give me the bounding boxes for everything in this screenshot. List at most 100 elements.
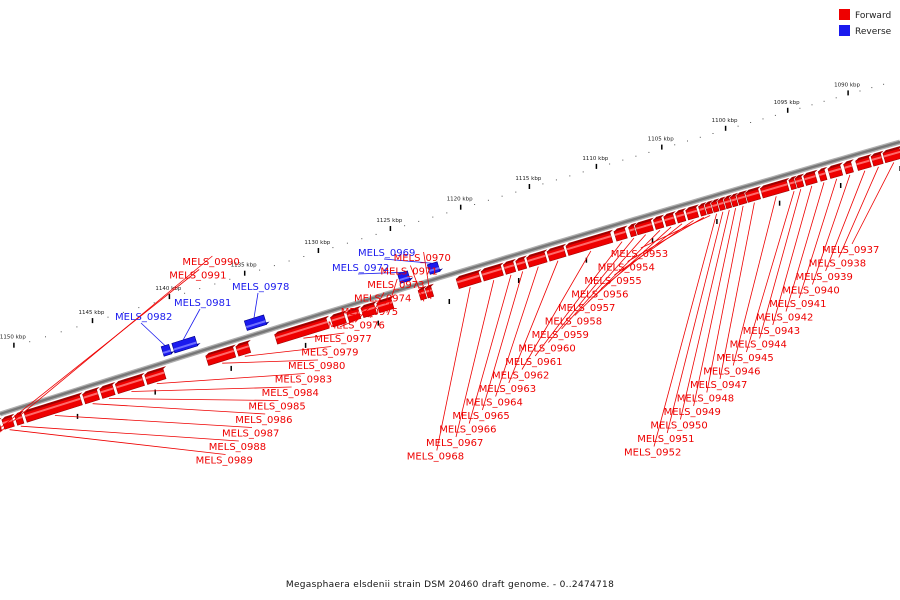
leader-line: [785, 182, 825, 312]
gene-label: MELS_0958: [545, 317, 602, 328]
scale-minor-tick: [750, 122, 752, 123]
gene-label: MELS_0988: [209, 442, 266, 453]
gene-mels-0985[interactable]: [99, 382, 116, 399]
gene-mels-0956[interactable]: [674, 208, 687, 224]
gene-mels-0961[interactable]: [613, 225, 628, 242]
gene-label: MELS_0982: [115, 312, 172, 323]
gene-mels-0949[interactable]: [729, 192, 739, 208]
leader-line: [383, 258, 433, 264]
gene-highlight: [504, 264, 515, 270]
gene-mels-0982[interactable]: [160, 343, 175, 357]
gene-mels-0942[interactable]: [817, 166, 828, 182]
gene-mels-0974[interactable]: [360, 301, 378, 318]
gene-mels-0972[interactable]: [397, 270, 414, 284]
gene-label: MELS_0975: [341, 307, 398, 318]
gene-mels-0947[interactable]: [744, 186, 762, 203]
gene-mels-0960[interactable]: [628, 222, 637, 238]
scale-minor-tick: [375, 233, 377, 235]
gene-mels-0978[interactable]: [243, 314, 270, 331]
gene-highlight: [145, 371, 165, 380]
gene-mels-0937[interactable]: [882, 145, 900, 164]
gene-top-face: [565, 229, 613, 246]
gene-highlight: [456, 274, 480, 284]
leader-line: [140, 322, 166, 346]
gene-mels-0955[interactable]: [685, 204, 700, 221]
gene-label: MELS_0980: [288, 361, 345, 372]
leader-line: [339, 319, 358, 328]
gene-mels-0967[interactable]: [480, 262, 504, 282]
gene-top-face: [675, 208, 687, 214]
scale-minor-tick: [622, 159, 624, 161]
gene-mels-0948[interactable]: [736, 190, 748, 206]
gene-mels-0954[interactable]: [698, 202, 707, 217]
gene-top-face: [653, 214, 665, 220]
gene-top-face: [745, 186, 761, 193]
gene-mels-0981[interactable]: [171, 335, 201, 354]
gene-mels-0990[interactable]: [0, 417, 2, 433]
gene-highlight: [236, 345, 250, 351]
scale-minor-tick: [184, 292, 186, 294]
gene-mels-0984[interactable]: [114, 372, 145, 395]
gene-mels-0966[interactable]: [502, 258, 517, 275]
gene-mels-0946[interactable]: [759, 177, 790, 199]
gene-mels-0944[interactable]: [794, 173, 805, 189]
leader-line: [303, 332, 345, 339]
gene-label: MELS_0990: [182, 257, 239, 268]
gene-mels-0952[interactable]: [710, 198, 720, 213]
gene-mels-0965[interactable]: [515, 255, 528, 271]
gene-mels-0987[interactable]: [23, 392, 83, 423]
leader-line: [759, 188, 802, 339]
gene-mels-0969[interactable]: [426, 261, 444, 275]
gene-mels-0989[interactable]: [1, 413, 15, 430]
gene-mels-0975[interactable]: [346, 305, 362, 323]
leader-line: [561, 234, 646, 330]
gene-label: MELS_0946: [703, 367, 760, 378]
gene-label: MELS_0957: [558, 303, 615, 314]
gene-mels-0963[interactable]: [546, 243, 567, 262]
gene-mels-0951[interactable]: [717, 196, 726, 211]
gene-mels-0941[interactable]: [827, 162, 844, 179]
gene-mels-0958[interactable]: [652, 214, 665, 230]
gene-mels-0957[interactable]: [663, 211, 676, 227]
gene-mels-0962[interactable]: [565, 229, 614, 256]
leader-line: [20, 425, 239, 442]
gene-label: MELS_0987: [222, 429, 279, 440]
gene-highlight: [83, 392, 98, 399]
gene-label: MELS_0948: [677, 394, 734, 405]
gene-mels-0979[interactable]: [235, 339, 252, 357]
gene-top-face: [24, 392, 83, 413]
gene-mels-0980[interactable]: [205, 344, 237, 366]
gene-mels-0950[interactable]: [723, 194, 733, 210]
gene-mels-0940[interactable]: [843, 159, 854, 175]
gene-highlight: [686, 209, 698, 215]
genome-caption: Megasphaera elsdenii strain DSM 20460 dr…: [286, 580, 614, 590]
gene-highlight: [614, 230, 626, 236]
gene-mels-0968[interactable]: [455, 269, 482, 289]
scale-minor-tick: [259, 269, 261, 271]
gene-mels-0959[interactable]: [634, 217, 654, 236]
gene-mels-0977[interactable]: [274, 315, 330, 345]
gene-mels-0945[interactable]: [788, 175, 797, 191]
scale-minor-tick: [288, 260, 290, 262]
gene-mels-0938[interactable]: [870, 150, 884, 167]
gene-label: MELS_0981: [174, 298, 231, 309]
scale-label: 1140 kbp: [155, 286, 181, 292]
gene-mels-0964[interactable]: [526, 249, 548, 268]
gene-mels-0939[interactable]: [855, 154, 872, 171]
gene-mels-0976[interactable]: [330, 310, 347, 328]
scale-minor-tick: [107, 316, 109, 318]
scale-minor-tick: [404, 225, 406, 227]
gene-mels-0983[interactable]: [144, 366, 167, 385]
gene-mels-0943[interactable]: [803, 169, 818, 186]
gene-body: [717, 199, 726, 211]
gene-label: MELS_0943: [743, 326, 800, 337]
gene-mels-0953[interactable]: [704, 200, 714, 215]
gene-mels-0986[interactable]: [82, 386, 100, 405]
gene-top-face: [723, 194, 732, 200]
leader-line: [732, 196, 777, 366]
gene-label: MELS_0945: [716, 353, 773, 364]
gene-top-face: [613, 225, 628, 232]
gene-label: MELS_0941: [769, 299, 826, 310]
scale-minor-tick: [687, 140, 688, 142]
